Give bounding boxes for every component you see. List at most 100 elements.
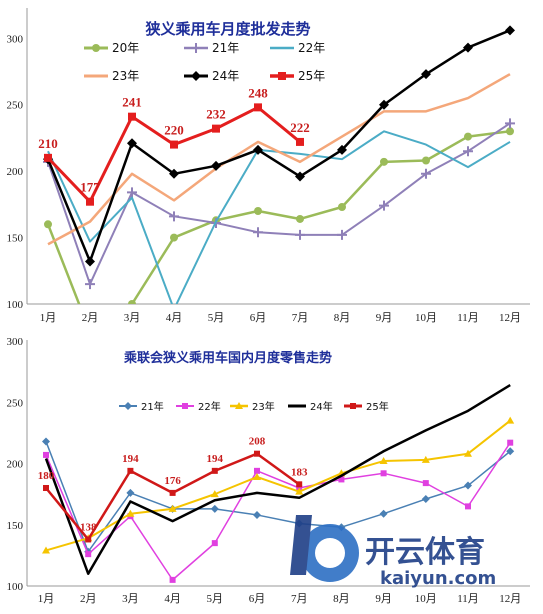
wholesale-chart: 100 150 200 250 300 1月 2月 3月 4月 5月 6月 7月 8月 9月 10月 11月 1… xyxy=(7,8,530,336)
series-line xyxy=(45,441,511,553)
legend-item: 21年 xyxy=(119,400,164,413)
y-tick-label: 200 xyxy=(7,459,24,471)
data-point xyxy=(211,540,218,547)
data-label: 222 xyxy=(290,120,310,135)
x-tick-label: 9月 xyxy=(375,593,392,605)
data-point xyxy=(505,25,515,36)
data-point xyxy=(85,279,95,290)
data-point xyxy=(126,488,135,497)
legend-label: 25年 xyxy=(366,400,389,413)
data-label: 176 xyxy=(164,475,181,487)
legend-label: 23年 xyxy=(112,69,139,83)
data-label: 177 xyxy=(80,180,100,195)
legend-item: 22年 xyxy=(176,400,221,413)
retail-chart: 100 150 200 250 300 1月 2月 3月 4月 5月 6月 7月 8月 9月 10月 11月 1… xyxy=(7,336,530,605)
x-tick-label: 1月 xyxy=(40,312,57,324)
x-tick-label: 12月 xyxy=(499,312,521,324)
x-tick-label: 12月 xyxy=(499,593,521,605)
x-tick-label: 3月 xyxy=(122,593,139,605)
legend-label: 24年 xyxy=(212,69,239,83)
x-tick-label: 11月 xyxy=(457,593,479,605)
data-point xyxy=(170,233,178,242)
series-line xyxy=(46,130,511,304)
data-point xyxy=(379,509,388,518)
x-tick-label: 6月 xyxy=(250,312,267,324)
data-label: 194 xyxy=(122,453,139,465)
data-point xyxy=(506,416,515,424)
series-25年 xyxy=(43,450,303,543)
x-tick-label: 10月 xyxy=(415,312,437,324)
x-tick-label: 8月 xyxy=(333,593,350,605)
legend-label: 22年 xyxy=(298,41,325,55)
series-line xyxy=(46,29,511,263)
data-point xyxy=(169,576,176,583)
series-line xyxy=(47,73,511,246)
series-line xyxy=(45,442,511,581)
data-point xyxy=(42,437,50,446)
data-label: 138 xyxy=(80,521,97,533)
data-point xyxy=(380,157,388,166)
legend-item: 24年 xyxy=(184,69,239,83)
data-point xyxy=(421,455,430,463)
data-point xyxy=(507,439,514,446)
data-point xyxy=(253,227,263,238)
data-point xyxy=(464,449,472,457)
x-tick-label: 2月 xyxy=(80,593,97,605)
data-point xyxy=(380,470,387,477)
data-point xyxy=(127,187,137,198)
data-point xyxy=(210,490,219,498)
x-tick-label: 10月 xyxy=(415,593,437,605)
data-label: 210 xyxy=(38,136,58,151)
legend-label: 22年 xyxy=(198,400,221,413)
legend-item: 22年 xyxy=(270,41,325,55)
data-label: 208 xyxy=(249,436,266,448)
y-tick-label: 250 xyxy=(7,100,24,112)
chart-title: 乘联会狭义乘用车国内月度零售走势 xyxy=(123,350,332,366)
data-point xyxy=(169,211,179,222)
data-point xyxy=(505,118,515,129)
data-point xyxy=(44,220,52,229)
legend-item: 23年 xyxy=(230,400,275,413)
data-point xyxy=(43,485,49,491)
data-point xyxy=(211,160,221,171)
data-point xyxy=(86,328,94,336)
data-label: 232 xyxy=(206,107,226,122)
data-point xyxy=(296,137,304,146)
logo-k-stroke-icon xyxy=(290,515,312,575)
data-point xyxy=(295,171,305,182)
data-point xyxy=(379,99,389,110)
series-line xyxy=(45,419,511,552)
x-tick-label: 1月 xyxy=(38,593,55,605)
x-tick-label: 7月 xyxy=(291,593,308,605)
y-tick-label: 150 xyxy=(7,233,24,245)
legend-label: 21年 xyxy=(141,400,164,413)
data-label: 180 xyxy=(38,470,55,482)
x-tick-label: 9月 xyxy=(376,312,393,324)
series-24年 xyxy=(44,384,511,575)
legend-item: 21年 xyxy=(184,41,239,55)
data-point xyxy=(210,504,219,513)
y-tick-label: 300 xyxy=(7,336,24,348)
data-point xyxy=(85,536,92,543)
series-line xyxy=(47,122,511,286)
x-tick-label: 2月 xyxy=(82,312,99,324)
ball-center-icon xyxy=(315,538,345,568)
y-tick-label: 300 xyxy=(7,33,24,45)
x-tick-label: 5月 xyxy=(208,312,225,324)
data-label: 248 xyxy=(248,85,268,100)
data-point xyxy=(253,144,263,155)
x-tick-label: 8月 xyxy=(334,312,351,324)
data-point xyxy=(421,168,431,179)
x-tick-label: 3月 xyxy=(124,312,141,324)
legend-marker xyxy=(124,402,132,410)
x-tick-label: 6月 xyxy=(249,593,266,605)
series-25年 xyxy=(44,103,304,206)
y-tick-label: 250 xyxy=(7,397,24,409)
data-point xyxy=(465,503,471,510)
y-tick-label: 100 xyxy=(7,581,24,593)
data-point xyxy=(86,197,94,206)
data-point xyxy=(211,467,218,474)
data-point xyxy=(337,144,347,155)
data-point xyxy=(42,546,50,554)
data-point xyxy=(464,132,472,141)
